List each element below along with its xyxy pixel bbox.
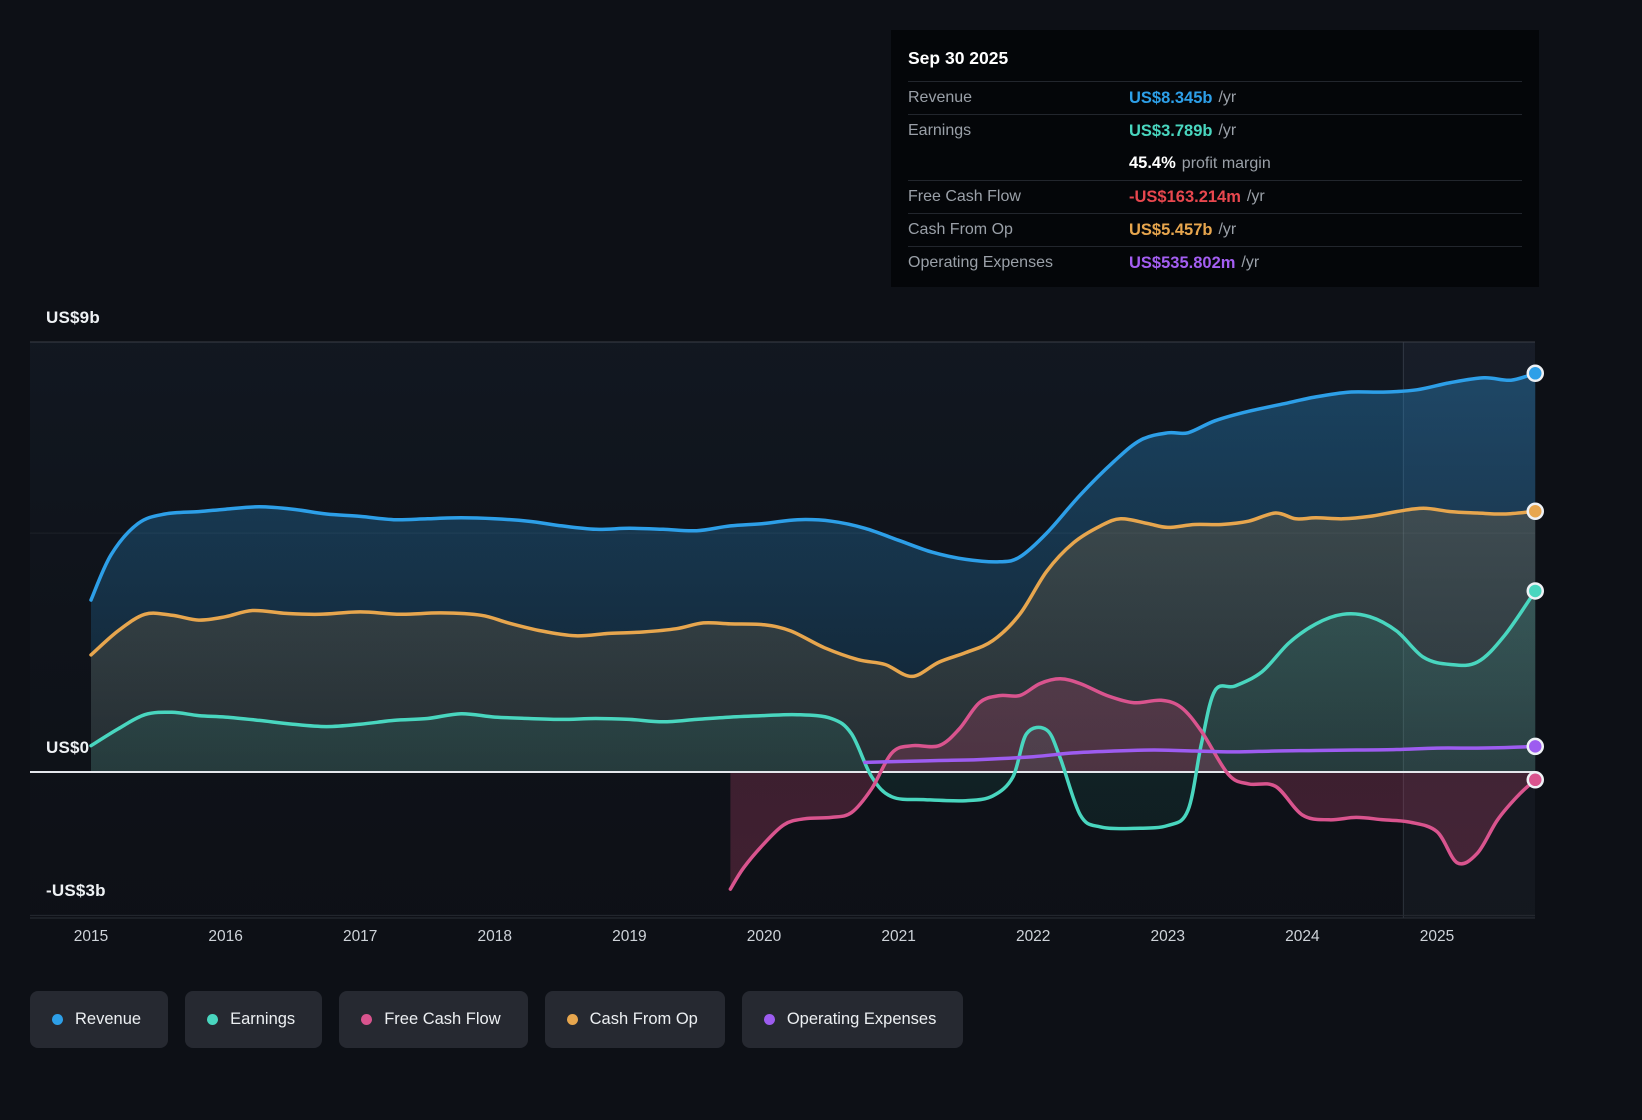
free-cash-flow-dot-icon (361, 1014, 373, 1025)
series-endpoint-operating-expenses (1526, 737, 1545, 756)
operating-expenses-dot-icon (763, 1014, 775, 1025)
x-axis-label: 2023 (1150, 928, 1186, 945)
revenue-dot-icon (52, 1014, 63, 1025)
series-line-cash-from-op (89, 506, 1538, 679)
y-axis-label: -US$3b (46, 881, 106, 901)
tooltip-label: Free Cash Flow (908, 188, 1021, 205)
earnings-dot-icon (207, 1014, 219, 1025)
tooltip-row-cash-from-op: Cash From Op US$5.457b /yr (908, 213, 1522, 246)
series-endpoint-revenue (1526, 364, 1545, 383)
x-axis-label: 2018 (477, 928, 513, 945)
x-axis-label: 2025 (1419, 928, 1455, 945)
cash-from-op-dot-icon (566, 1014, 578, 1025)
series-line-free-cash-flow (728, 677, 1538, 891)
series-fill-free-cash-flow (730, 678, 1536, 890)
tooltip-value: -US$163.214m (1129, 187, 1241, 206)
y-axis-label: US$0 (46, 738, 90, 757)
series-endpoint-free-cash-flow (1526, 771, 1545, 789)
tooltip-label: Earnings (908, 122, 972, 139)
legend-label: Free Cash Flow (384, 1010, 501, 1028)
series-line-operating-expenses (863, 744, 1538, 765)
tooltip-row-profit-margin: 45.4% profit margin (908, 147, 1522, 180)
tooltip-value: US$5.457b (1129, 220, 1213, 239)
x-axis-label: 2021 (881, 928, 916, 945)
legend: Revenue Earnings Free Cash Flow Cash Fro… (30, 991, 964, 1048)
tooltip-suffix: /yr (1246, 188, 1265, 205)
legend-label: Operating Expenses (786, 1010, 937, 1028)
tooltip-suffix: /yr (1241, 254, 1260, 271)
x-axis-label: 2020 (746, 928, 782, 945)
y-axis-label: US$9b (46, 307, 100, 327)
tooltip-suffix: /yr (1218, 221, 1237, 238)
legend-label: Earnings (230, 1010, 296, 1028)
tooltip-row-earnings: Earnings US$3.789b /yr (908, 114, 1522, 147)
x-axis-label: 2019 (612, 928, 647, 945)
tooltip-suffix: profit margin (1181, 154, 1271, 172)
series-fill-earnings (91, 591, 1536, 829)
series-line-revenue (89, 371, 1538, 602)
tooltip-suffix: /yr (1218, 89, 1237, 106)
series-endpoint-earnings (1526, 582, 1545, 600)
tooltip-value: US$8.345b (1129, 88, 1213, 107)
tooltip-row-revenue: Revenue US$8.345b /yr (908, 81, 1522, 114)
tooltip-date: Sep 30 2025 (908, 48, 1009, 68)
tooltip-label: Operating Expenses (908, 254, 1053, 271)
legend-item-earnings[interactable]: Earnings (185, 991, 323, 1048)
tooltip-value: 45.4% (1129, 154, 1176, 172)
tooltip-label: Cash From Op (908, 221, 1013, 238)
series-line-earnings (89, 589, 1538, 831)
legend-item-revenue[interactable]: Revenue (30, 991, 169, 1048)
tooltip-suffix: /yr (1218, 122, 1237, 139)
tooltip-row-free-cash-flow: Free Cash Flow -US$163.214m /yr (908, 180, 1522, 213)
legend-item-cash-from-op[interactable]: Cash From Op (544, 991, 725, 1048)
tooltip-value: US$535.802m (1129, 253, 1236, 272)
tooltip-panel: Sep 30 2025 Revenue US$8.345b /yr Earnin… (891, 30, 1539, 287)
x-axis-label: 2015 (73, 928, 109, 945)
x-axis-label: 2016 (208, 928, 243, 945)
series-endpoint-cash-from-op (1526, 502, 1545, 521)
tooltip-value: US$3.789b (1129, 121, 1213, 140)
x-axis-label: 2024 (1285, 928, 1320, 945)
tooltip-label: Revenue (908, 89, 973, 106)
legend-item-free-cash-flow[interactable]: Free Cash Flow (339, 991, 528, 1048)
x-axis-label: 2022 (1015, 928, 1051, 945)
x-axis-label: 2017 (342, 928, 378, 945)
legend-item-operating-expenses[interactable]: Operating Expenses (741, 991, 964, 1048)
tooltip-row-operating-expenses: Operating Expenses US$535.802m /yr (908, 246, 1522, 279)
legend-label: Cash From Op (589, 1010, 698, 1028)
legend-label: Revenue (75, 1010, 142, 1028)
